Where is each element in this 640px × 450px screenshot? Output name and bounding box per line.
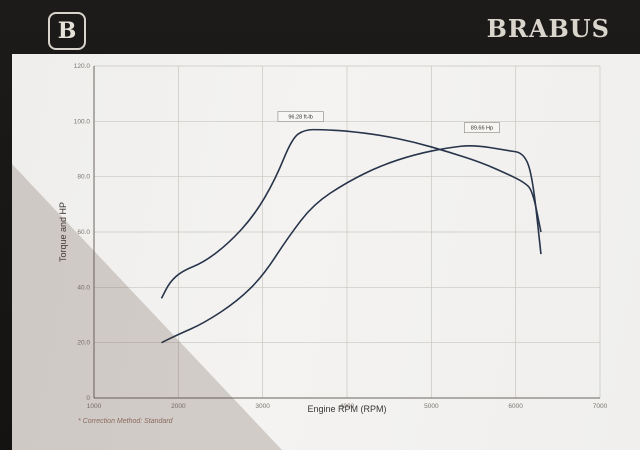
annotation-label: 96.28 ft-lb — [288, 115, 312, 121]
y-tick-label: 60.0 — [77, 229, 90, 236]
x-tick-label: 6000 — [508, 403, 523, 410]
torque-line — [160, 128, 542, 299]
correction-method-note: * Correction Method: Standard — [78, 418, 173, 425]
x-tick-label: 7000 — [593, 403, 608, 410]
brand-wordmark: BRABUS — [486, 14, 610, 43]
y-tick-label: 20.0 — [77, 340, 90, 347]
x-tick-label: 1000 — [87, 403, 102, 410]
dyno-sheet — [12, 54, 640, 450]
x-tick-label: 5000 — [424, 403, 439, 410]
x-tick-label: 4000 — [340, 403, 355, 410]
y-tick-label: 100.0 — [74, 118, 91, 125]
y-tick-label: 120.0 — [74, 63, 91, 70]
hp-line — [161, 144, 542, 344]
annotation-label: 89.66 Hp — [471, 126, 493, 132]
y-tick-label: 40.0 — [77, 284, 90, 291]
y-tick-label: 0 — [86, 395, 90, 402]
x-axis-label: Engine RPM (RPM) — [307, 404, 386, 414]
x-tick-label: 3000 — [255, 403, 270, 410]
annotation-box — [277, 111, 324, 122]
brabus-logo-badge: B — [48, 12, 86, 50]
y-tick-label: 80.0 — [77, 174, 90, 181]
y-axis-label: Torque and HP — [58, 202, 68, 262]
annotation-box — [464, 122, 500, 133]
x-tick-label: 2000 — [171, 403, 186, 410]
